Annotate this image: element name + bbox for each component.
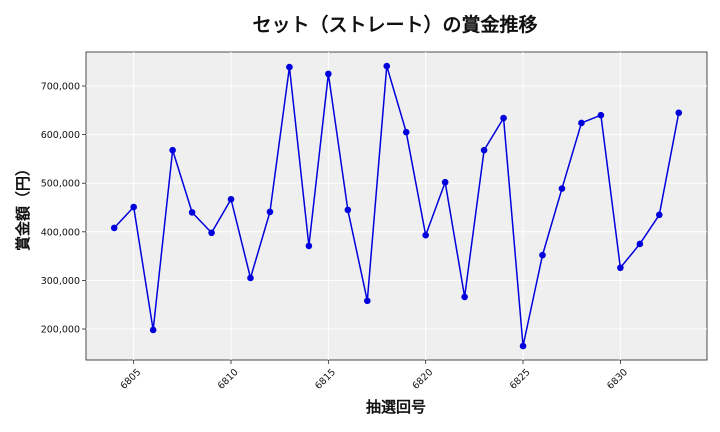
y-tick-label: 300,000 [41,276,80,287]
x-axis-label: 抽選回号 [366,398,426,416]
data-point [130,203,137,211]
data-point [208,229,215,237]
data-point [500,114,507,122]
data-point [656,211,663,219]
chart-title: セット（ストレート）の賞金推移 [252,13,537,36]
data-point [149,326,157,334]
data-point [441,178,449,186]
data-point [286,63,293,71]
y-tick-label: 600,000 [41,130,80,141]
y-axis-label: 賞金額（円） [14,161,32,251]
y-tick-label: 700,000 [41,82,80,93]
data-point [402,128,410,136]
x-tick-label: 6805 [118,367,143,392]
data-point [578,119,585,127]
data-point [617,264,624,272]
x-tick-label: 6825 [508,367,533,392]
axis-ticks: 200,000 300,000 400,000 500,000 600,000 700,0… [41,82,630,392]
data-point [519,342,527,350]
x-tick-label: 6820 [410,367,435,392]
data-point [597,111,605,119]
data-point [227,195,235,203]
data-point [675,109,683,117]
data-point [558,185,566,192]
grid [86,52,707,360]
series-line [113,65,680,347]
data-point [363,297,371,305]
data-point [169,146,176,154]
series-layer [110,62,683,350]
y-tick-label: 400,000 [41,227,80,238]
x-tick-label: 6830 [605,367,630,392]
data-point [480,146,488,154]
data-point [266,208,274,216]
data-point [422,231,430,239]
data-point [325,70,332,78]
data-point [636,240,644,248]
data-point [383,62,391,70]
data-point [344,206,352,214]
data-point [247,274,254,282]
x-tick-label: 6810 [216,367,241,392]
y-tick-label: 500,000 [41,179,80,190]
data-point [305,242,313,250]
data-point [110,224,118,232]
x-tick-label: 6815 [313,367,338,392]
data-point [461,293,468,301]
y-tick-label: 200,000 [41,324,80,335]
data-point [539,251,546,259]
data-point [188,209,196,216]
